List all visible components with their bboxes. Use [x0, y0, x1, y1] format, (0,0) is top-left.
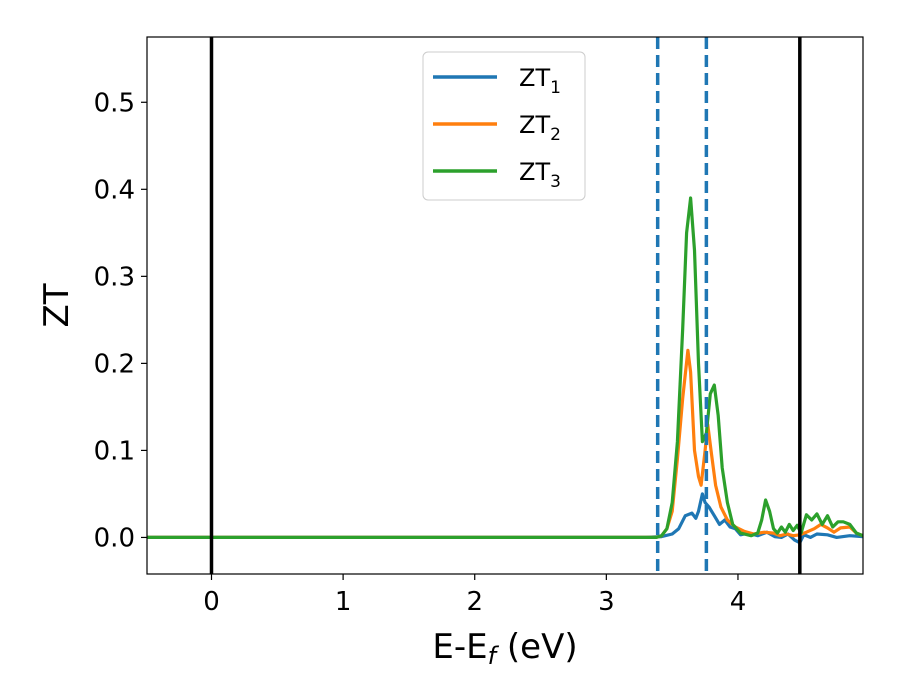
y-tick-label: 0.5	[94, 88, 135, 118]
legend-label-zt1: ZT1	[519, 64, 561, 98]
y-tick-label: 0.1	[94, 436, 135, 466]
x-tick-label: 3	[598, 587, 615, 617]
x-tick-label: 1	[335, 587, 352, 617]
x-tick-label: 2	[466, 587, 483, 617]
y-tick-label: 0.0	[94, 523, 135, 553]
y-tick-label: 0.4	[94, 175, 135, 205]
x-axis-title: E-Ef (eV)	[432, 627, 577, 670]
x-axis-title-main: E-E	[432, 627, 487, 667]
series-line-zt2	[147, 348, 863, 539]
series-line-zt3	[147, 196, 863, 539]
y-tick-label: 0.2	[94, 349, 135, 379]
legend: ZT1 ZT2 ZT3	[422, 51, 586, 201]
y-axis-title: ZT	[37, 283, 77, 327]
x-tick-label: 0	[203, 587, 220, 617]
tick-layer: 0 1 2 3 4 0.0 0.1 0.2 0.3 0.4 0.5	[94, 88, 747, 617]
x-axis-title-unit: (eV)	[496, 627, 578, 667]
plot-content	[147, 37, 863, 574]
y-tick-label: 0.3	[94, 262, 135, 292]
plot-frame	[146, 36, 864, 575]
legend-box	[422, 51, 586, 201]
legend-label-zt3: ZT3	[519, 158, 561, 192]
x-tick-label: 4	[730, 587, 747, 617]
legend-label-zt2: ZT2	[519, 111, 561, 145]
